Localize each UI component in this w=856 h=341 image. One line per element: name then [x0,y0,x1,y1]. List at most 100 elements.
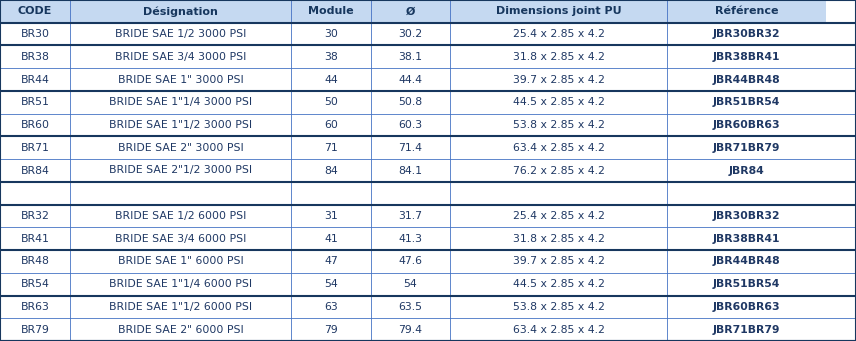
Text: BR32: BR32 [21,211,50,221]
Text: BR51: BR51 [21,97,50,107]
Text: 44.4: 44.4 [398,75,423,85]
Bar [667,205,826,227]
Bar [70,205,291,227]
Text: JBR51BR54: JBR51BR54 [713,97,780,107]
Text: 60.3: 60.3 [398,120,423,130]
Text: 31: 31 [324,211,338,221]
Bar [667,45,826,68]
Bar [70,45,291,68]
Text: JBR44BR48: JBR44BR48 [712,256,781,266]
Text: 47.6: 47.6 [398,256,423,266]
Bar [291,45,371,68]
Text: 31.7: 31.7 [398,211,423,221]
Text: BRIDE SAE 1/2 6000 PSI: BRIDE SAE 1/2 6000 PSI [115,211,247,221]
Text: BRIDE SAE 1" 6000 PSI: BRIDE SAE 1" 6000 PSI [118,256,243,266]
Text: 53.8 x 2.85 x 4.2: 53.8 x 2.85 x 4.2 [513,302,604,312]
Bar [667,136,826,159]
Text: JBR30BR32: JBR30BR32 [712,211,781,221]
Bar [0,159,70,182]
Bar [0,45,70,68]
Bar [450,182,667,205]
Text: 54: 54 [324,279,338,289]
Bar [371,91,450,114]
Text: 30.2: 30.2 [398,29,423,39]
Bar [291,0,371,23]
Bar [371,318,450,341]
Text: 84: 84 [324,165,338,176]
Text: BR71: BR71 [21,143,50,153]
Bar [450,159,667,182]
Bar [450,0,667,23]
Text: 41: 41 [324,234,338,244]
Bar [291,227,371,250]
Bar [70,296,291,318]
Bar [371,45,450,68]
Bar [70,182,291,205]
Bar [291,205,371,227]
Text: 84.1: 84.1 [398,165,423,176]
Text: BRIDE SAE 2" 6000 PSI: BRIDE SAE 2" 6000 PSI [118,325,243,335]
Text: BRIDE SAE 2" 3000 PSI: BRIDE SAE 2" 3000 PSI [118,143,243,153]
Bar [0,136,70,159]
Bar [0,273,70,296]
Text: BRIDE SAE 3/4 6000 PSI: BRIDE SAE 3/4 6000 PSI [115,234,247,244]
Text: BR44: BR44 [21,75,50,85]
Text: 60: 60 [324,120,338,130]
Bar [291,91,371,114]
Bar [70,273,291,296]
Bar [667,159,826,182]
Text: BRIDE SAE 3/4 3000 PSI: BRIDE SAE 3/4 3000 PSI [115,52,247,62]
Text: 63.5: 63.5 [398,302,423,312]
Text: BR41: BR41 [21,234,50,244]
Text: JBR84: JBR84 [728,165,764,176]
Text: 79: 79 [324,325,338,335]
Bar [450,91,667,114]
Bar [371,0,450,23]
Bar [450,318,667,341]
Bar [291,296,371,318]
Bar [450,114,667,136]
Bar [450,68,667,91]
Text: 31.8 x 2.85 x 4.2: 31.8 x 2.85 x 4.2 [513,234,604,244]
Text: JBR30BR32: JBR30BR32 [712,29,781,39]
Bar [0,23,70,45]
Text: BR63: BR63 [21,302,50,312]
Text: BR84: BR84 [21,165,50,176]
Text: 76.2 x 2.85 x 4.2: 76.2 x 2.85 x 4.2 [513,165,604,176]
Text: 25.4 x 2.85 x 4.2: 25.4 x 2.85 x 4.2 [513,29,604,39]
Bar [291,136,371,159]
Bar [667,318,826,341]
Text: 63: 63 [324,302,338,312]
Text: 50: 50 [324,97,338,107]
Text: 79.4: 79.4 [398,325,423,335]
Bar [291,23,371,45]
Text: CODE: CODE [18,6,52,16]
Bar [70,0,291,23]
Bar [371,23,450,45]
Bar [291,182,371,205]
Text: Référence: Référence [715,6,778,16]
Text: 44: 44 [324,75,338,85]
Bar [371,182,450,205]
Text: 50.8: 50.8 [398,97,423,107]
Bar [667,68,826,91]
Text: BRIDE SAE 1"1/2 3000 PSI: BRIDE SAE 1"1/2 3000 PSI [109,120,253,130]
Text: 41.3: 41.3 [398,234,423,244]
Bar [291,250,371,273]
Text: BRIDE SAE 1"1/4 3000 PSI: BRIDE SAE 1"1/4 3000 PSI [109,97,253,107]
Text: JBR71BR79: JBR71BR79 [713,325,780,335]
Bar [0,318,70,341]
Text: 47: 47 [324,256,338,266]
Bar [70,227,291,250]
Text: 38.1: 38.1 [398,52,423,62]
Text: JBR44BR48: JBR44BR48 [712,75,781,85]
Text: 31.8 x 2.85 x 4.2: 31.8 x 2.85 x 4.2 [513,52,604,62]
Bar [371,68,450,91]
Bar [450,205,667,227]
Text: 39.7 x 2.85 x 4.2: 39.7 x 2.85 x 4.2 [513,75,604,85]
Text: BR60: BR60 [21,120,50,130]
Bar [667,250,826,273]
Bar [70,136,291,159]
Bar [667,182,826,205]
Bar [667,23,826,45]
